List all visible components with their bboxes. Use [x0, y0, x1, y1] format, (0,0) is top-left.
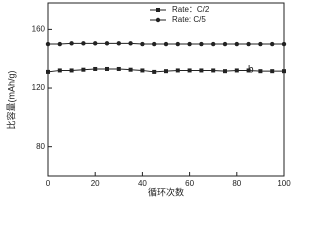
point	[211, 68, 216, 73]
point	[57, 68, 62, 73]
point	[258, 69, 263, 74]
point	[175, 68, 180, 73]
point	[140, 68, 145, 73]
point	[270, 41, 275, 47]
point	[270, 69, 275, 74]
x-tick-label: 60	[185, 179, 194, 188]
point	[57, 41, 62, 47]
x-tick-label: 80	[232, 179, 241, 188]
point	[45, 41, 51, 47]
point	[187, 68, 192, 73]
point	[175, 41, 180, 47]
point	[93, 66, 98, 71]
point	[81, 67, 86, 72]
point	[258, 41, 263, 47]
point	[246, 68, 251, 73]
point	[164, 69, 168, 74]
x-tick-label: 0	[46, 179, 51, 188]
point	[163, 41, 169, 47]
point	[46, 69, 50, 74]
point	[222, 41, 228, 47]
legend-label: Rate：C/2	[172, 5, 210, 14]
point	[246, 41, 251, 47]
point	[128, 67, 133, 72]
point	[104, 41, 110, 46]
x-tick-label: 100	[277, 179, 291, 188]
legend-marker	[156, 8, 160, 12]
point	[281, 41, 287, 47]
point	[187, 41, 192, 47]
point	[199, 68, 204, 73]
point	[93, 41, 98, 46]
point	[116, 66, 121, 71]
chart: b 循环次数 比容量(mAh/g) 0 20 40 60 80 10080120160Ra…	[5, 2, 291, 197]
point	[152, 69, 157, 74]
plot-frame	[47, 2, 285, 177]
point	[69, 68, 74, 73]
point	[140, 41, 145, 47]
point	[282, 69, 286, 74]
x-tick-label: 40	[138, 179, 147, 188]
x-axis-label: 循环次数	[148, 186, 184, 197]
point	[152, 41, 157, 47]
legend-marker	[155, 17, 161, 23]
point	[234, 68, 239, 73]
point	[105, 66, 109, 71]
y-tick-label: 160	[32, 24, 46, 33]
y-tick-label: 80	[36, 142, 45, 151]
x-tick-label: 20	[91, 179, 100, 188]
point	[234, 41, 239, 47]
point	[211, 41, 216, 47]
y-axis-label: 比容量(mAh/g)	[5, 70, 16, 129]
legend-label: Rate: C/5	[172, 15, 206, 24]
point	[223, 69, 227, 74]
point	[81, 41, 86, 46]
y-tick-label: 120	[32, 83, 46, 92]
point	[128, 41, 133, 46]
point	[116, 41, 122, 46]
point	[199, 41, 204, 47]
point	[69, 41, 74, 46]
